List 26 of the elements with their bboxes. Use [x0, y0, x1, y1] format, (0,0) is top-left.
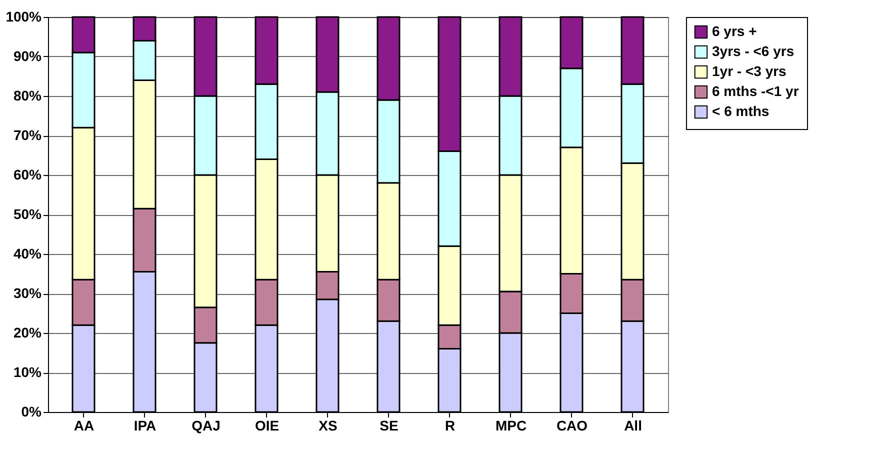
- x-tick-label: QAJ: [192, 418, 220, 434]
- x-tick-label: XS: [318, 418, 338, 434]
- legend-label: 6 mths -<1 yr: [712, 83, 800, 99]
- x-tick-label: SE: [380, 418, 398, 434]
- x-tick-label: CAO: [556, 418, 588, 434]
- x-tick-label: R: [444, 418, 456, 434]
- y-tick-label: 20%: [13, 324, 42, 340]
- y-tick-label: 40%: [13, 246, 42, 262]
- y-tick-label: 70%: [13, 127, 42, 143]
- x-tick-label: All: [624, 418, 642, 434]
- y-tick-label: 60%: [13, 166, 42, 182]
- x-tick-label: MPC: [495, 418, 527, 434]
- y-tick-label: 80%: [13, 88, 42, 104]
- legend-label: 1yr - <3 yrs: [712, 63, 787, 79]
- y-tick-label: 100%: [6, 8, 42, 24]
- y-tick-label: 90%: [13, 48, 42, 64]
- x-tick-label: OIE: [254, 418, 280, 434]
- legend-label: < 6 mths: [712, 103, 770, 119]
- y-tick-label: 10%: [13, 364, 42, 380]
- legend-label: 3yrs - <6 yrs: [712, 43, 794, 59]
- y-tick-label: 30%: [13, 285, 42, 301]
- x-tick-label: AA: [74, 418, 94, 434]
- y-tick-label: 50%: [13, 206, 42, 222]
- x-tick-label: IPA: [134, 418, 156, 434]
- y-tick-label: 0%: [21, 404, 42, 420]
- legend-label: 6 yrs +: [712, 23, 757, 39]
